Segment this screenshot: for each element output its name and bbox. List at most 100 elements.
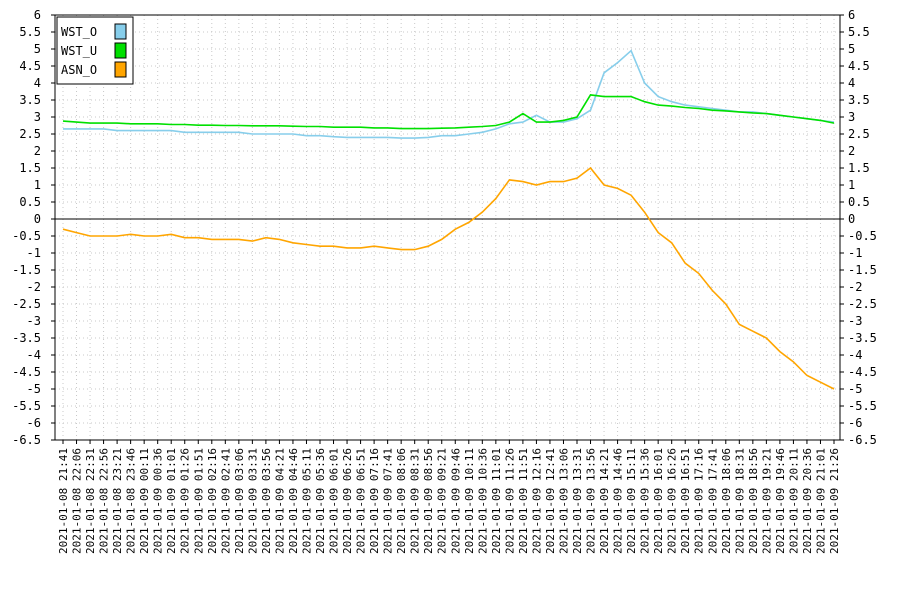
x-tick-label: 2021-01-09 01:51 xyxy=(192,448,205,554)
y-tick-label-left: 0.5 xyxy=(19,195,41,209)
y-tick-label-left: -3.5 xyxy=(12,331,41,345)
x-tick-label: 2021-01-08 23:46 xyxy=(125,448,138,554)
y-tick-label-left: -0.5 xyxy=(12,229,41,243)
x-tick-label: 2021-01-09 16:01 xyxy=(652,448,665,554)
x-tick-label: 2021-01-09 11:01 xyxy=(490,448,503,554)
x-tick-label: 2021-01-09 18:06 xyxy=(720,448,733,554)
x-tick-label: 2021-01-09 11:51 xyxy=(517,448,530,554)
y-tick-label-right: 5 xyxy=(848,42,855,56)
y-tick-label-right: -4 xyxy=(848,348,862,362)
y-tick-label-right: 1 xyxy=(848,178,855,192)
y-tick-label-left: 2.5 xyxy=(19,127,41,141)
x-tick-label: 2021-01-09 20:11 xyxy=(787,448,800,554)
legend: WST_O WST_U ASN_O xyxy=(56,16,134,85)
x-tick-label: 2021-01-09 14:46 xyxy=(612,448,625,554)
x-tick-label: 2021-01-08 21:41 xyxy=(57,448,70,554)
y-axis-left: 6 5.5 5 4.5 4 3.5 3 2.5 2 1.5 1 0.5 0 -0.5 -1 -1.5 -2 -2.… xyxy=(12,8,55,447)
x-tick-label: 2021-01-09 17:16 xyxy=(693,448,706,554)
legend-swatch xyxy=(114,61,127,78)
x-axis: 2021-01-08 21:41 2021-01-08 22:06 2021-01-… xyxy=(57,440,841,554)
y-tick-label-left: -1.5 xyxy=(12,263,41,277)
series-line-asn-o xyxy=(62,166,835,390)
y-tick-label-right: 2.5 xyxy=(848,127,870,141)
y-tick-label-right: 1.5 xyxy=(848,161,870,175)
x-tick-label: 2021-01-09 06:51 xyxy=(355,448,368,554)
y-tick-label-left: 2 xyxy=(34,144,41,158)
x-tick-label: 2021-01-09 02:41 xyxy=(219,448,232,554)
legend-label: WST_U xyxy=(61,44,97,58)
y-axis-right: 6 5.5 5 4.5 4 3.5 3 2.5 2 1.5 1 0.5 0 -0.5 -1 -1.5 -2 -2.… xyxy=(840,8,877,447)
x-tick-label: 2021-01-09 02:16 xyxy=(206,448,219,554)
y-tick-label-right: -0.5 xyxy=(848,229,877,243)
x-tick-label: 2021-01-09 17:41 xyxy=(706,448,719,554)
x-tick-label: 2021-01-09 04:21 xyxy=(273,448,286,554)
x-tick-label: 2021-01-09 00:11 xyxy=(138,448,151,554)
y-tick-label-right: 4.5 xyxy=(848,59,870,73)
x-tick-label: 2021-01-09 07:16 xyxy=(368,448,381,554)
y-tick-label-left: 5.5 xyxy=(19,25,41,39)
y-tick-label-left: -1 xyxy=(27,246,41,260)
x-tick-label: 2021-01-09 03:06 xyxy=(233,448,246,554)
y-tick-label-right: 5.5 xyxy=(848,25,870,39)
y-tick-label-left: -3 xyxy=(27,314,41,328)
y-tick-label-left: 3 xyxy=(34,110,41,124)
series-line-wst-o xyxy=(63,49,835,139)
x-tick-label: 2021-01-09 12:16 xyxy=(530,448,543,554)
y-tick-label-left: -6.5 xyxy=(12,433,41,447)
y-tick-label-left: -4 xyxy=(27,348,41,362)
y-tick-label-right: -5 xyxy=(848,382,862,396)
y-tick-label-left: 3.5 xyxy=(19,93,41,107)
x-tick-label: 2021-01-09 12:41 xyxy=(544,448,557,554)
x-tick-label: 2021-01-09 11:26 xyxy=(503,448,516,554)
x-tick-label: 2021-01-09 20:36 xyxy=(801,448,814,554)
grid-lines xyxy=(55,14,840,441)
series-lines xyxy=(62,49,835,390)
y-tick-label-right: 3.5 xyxy=(848,93,870,107)
y-tick-label-right: 6 xyxy=(848,8,855,22)
y-tick-label-left: 4.5 xyxy=(19,59,41,73)
x-tick-label: 2021-01-09 18:31 xyxy=(733,448,746,554)
x-tick-label: 2021-01-09 10:11 xyxy=(463,448,476,554)
y-tick-label-right: -2 xyxy=(848,280,862,294)
legend-swatch xyxy=(114,42,127,59)
legend-label: WST_O xyxy=(61,25,97,39)
y-tick-label-right: -6.5 xyxy=(848,433,877,447)
y-tick-label-left: -2 xyxy=(27,280,41,294)
x-tick-label: 2021-01-09 03:31 xyxy=(246,448,259,554)
x-tick-label: 2021-01-09 08:56 xyxy=(422,448,435,554)
x-tick-label: 2021-01-09 09:46 xyxy=(449,448,462,554)
y-tick-label-right: 0 xyxy=(848,212,855,226)
y-tick-label-right: 2 xyxy=(848,144,855,158)
x-tick-label: 2021-01-09 13:06 xyxy=(557,448,570,554)
x-tick-label: 2021-01-08 22:56 xyxy=(98,448,111,554)
x-tick-label: 2021-01-09 01:26 xyxy=(179,448,192,554)
x-tick-label: 2021-01-09 03:56 xyxy=(260,448,273,554)
x-tick-label: 2021-01-09 01:01 xyxy=(165,448,178,554)
x-tick-label: 2021-01-09 06:01 xyxy=(328,448,341,554)
x-tick-label: 2021-01-08 22:31 xyxy=(84,448,97,554)
y-tick-label-left: 6 xyxy=(34,8,41,22)
y-tick-label-right: 4 xyxy=(848,76,855,90)
x-tick-label: 2021-01-09 07:41 xyxy=(382,448,395,554)
x-tick-label: 2021-01-09 19:46 xyxy=(774,448,787,554)
y-tick-label-left: 0 xyxy=(34,212,41,226)
legend-label: ASN_O xyxy=(61,63,97,77)
x-tick-label: 2021-01-09 21:01 xyxy=(814,448,827,554)
x-tick-label: 2021-01-09 14:21 xyxy=(598,448,611,554)
x-tick-label: 2021-01-09 19:21 xyxy=(760,448,773,554)
y-tick-label-left: -5 xyxy=(27,382,41,396)
x-tick-label: 2021-01-09 18:56 xyxy=(747,448,760,554)
y-tick-label-right: -5.5 xyxy=(848,399,877,413)
y-tick-label-left: -2.5 xyxy=(12,297,41,311)
plot-frame xyxy=(54,14,841,441)
x-tick-label: 2021-01-09 10:36 xyxy=(476,448,489,554)
y-tick-label-right: -3 xyxy=(848,314,862,328)
x-tick-label: 2021-01-09 15:11 xyxy=(625,448,638,554)
y-tick-label-right: 0.5 xyxy=(848,195,870,209)
x-tick-label: 2021-01-09 04:46 xyxy=(287,448,300,554)
y-tick-label-left: -5.5 xyxy=(12,399,41,413)
y-tick-label-left: 4 xyxy=(34,76,41,90)
y-tick-label-left: 1.5 xyxy=(19,161,41,175)
x-tick-label: 2021-01-09 15:36 xyxy=(639,448,652,554)
